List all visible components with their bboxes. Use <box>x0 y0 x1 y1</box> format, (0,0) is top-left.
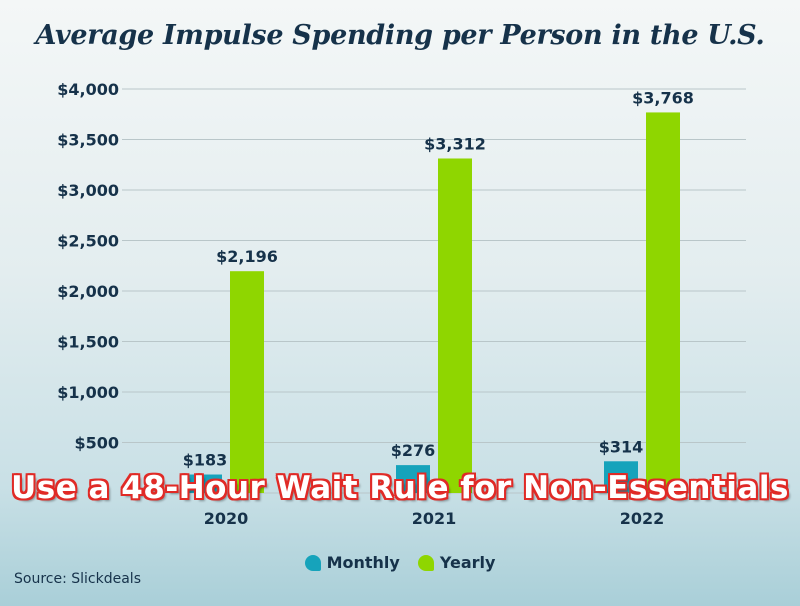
data-label-monthly-2020: $183 <box>183 451 228 470</box>
legend-label-yearly: Yearly <box>439 553 496 572</box>
data-label-monthly-2022: $314 <box>599 437 644 456</box>
y-tick-label: $500 <box>74 434 119 453</box>
bar-yearly-2020 <box>230 271 264 493</box>
gridlines <box>122 88 746 494</box>
legend-swatch-monthly <box>304 554 321 571</box>
x-tick-label: 2022 <box>620 509 665 528</box>
data-labels: $183 $2,196 $276 $3,312 $314 $3,768 <box>183 88 694 469</box>
legend-swatch-yearly <box>417 554 434 571</box>
x-tick-label: 2021 <box>412 509 457 528</box>
x-tick-label: 2020 <box>204 509 249 528</box>
legend-item-yearly: Yearly <box>417 553 496 572</box>
y-tick-label: $3,000 <box>57 181 119 200</box>
y-tick-label: $1,000 <box>57 383 119 402</box>
y-tick-label: $2,500 <box>57 232 119 251</box>
chart-title: Average Impulse Spending per Person in t… <box>35 20 765 51</box>
source-note: Source: Slickdeals <box>14 571 141 587</box>
bar-monthly-2021 <box>396 465 430 493</box>
bar-monthly-2020 <box>188 474 222 493</box>
bar-yearly-2022 <box>646 112 680 493</box>
data-label-yearly-2020: $2,196 <box>216 247 278 266</box>
y-tick-label: $1,500 <box>57 333 119 352</box>
bars <box>188 112 680 493</box>
bar-monthly-2022 <box>604 461 638 493</box>
data-label-yearly-2022: $3,768 <box>632 88 694 107</box>
legend-item-monthly: Monthly <box>304 553 400 572</box>
y-tick-label: $3,500 <box>57 131 119 150</box>
data-label-monthly-2021: $276 <box>391 441 436 460</box>
x-axis-ticks: 2020 2021 2022 <box>204 509 665 528</box>
y-axis-ticks: $500 $1,000 $1,500 $2,000 $2,500 $3,000 $3,500… <box>57 80 119 453</box>
legend-label-monthly: Monthly <box>326 553 400 572</box>
bar-yearly-2021 <box>438 158 472 493</box>
y-tick-label: $4,000 <box>57 80 119 99</box>
legend: Monthly Yearly <box>0 553 800 572</box>
overlay-headline: Use a 48-Hour Wait Rule for Non-Essentia… <box>11 470 789 506</box>
data-label-yearly-2021: $3,312 <box>424 134 486 153</box>
y-tick-label: $2,000 <box>57 282 119 301</box>
